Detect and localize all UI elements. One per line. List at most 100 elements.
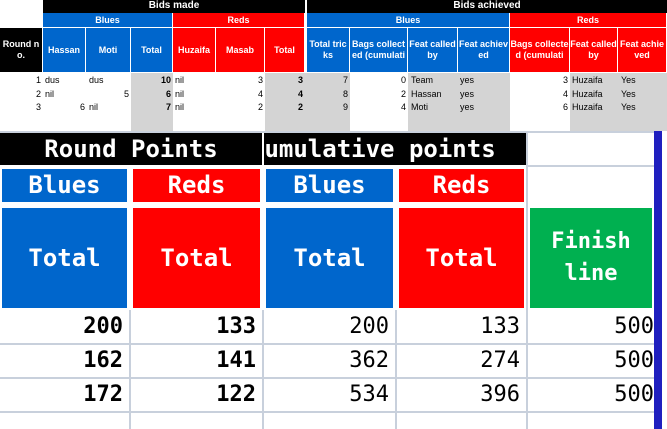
total-blue-header[interactable]: Total [131, 28, 173, 73]
huzaifa-header[interactable]: Huzaifa [173, 28, 216, 73]
achieved-blue-cell[interactable]: yes [460, 102, 475, 112]
rp-red-total-header[interactable]: Total [131, 206, 262, 310]
cp-red-score[interactable]: 396 [480, 382, 520, 407]
finish-score[interactable]: 500 [614, 382, 654, 407]
tricks-cell[interactable]: 7 [342, 75, 348, 85]
round-cell[interactable]: 1 [35, 75, 41, 85]
bags-blue-cell[interactable]: 2 [400, 89, 406, 99]
bags-red-cell[interactable]: 6 [562, 102, 568, 112]
bags-red-cell[interactable]: 4 [562, 89, 568, 99]
achieved-red-cell[interactable]: Yes [621, 75, 636, 85]
bids-achieved-header[interactable]: Bids achieved [307, 0, 667, 13]
total-red-cell[interactable]: 3 [297, 75, 303, 85]
cp-red-score[interactable]: 133 [480, 314, 520, 339]
achieved-red-cell[interactable]: Yes [621, 102, 636, 112]
cp-blue-score[interactable]: 534 [349, 382, 389, 407]
blues-achieved-header[interactable]: Blues [307, 13, 510, 28]
bids-made-header[interactable]: Bids made [43, 0, 305, 13]
finish-line-header[interactable]: Finish line [528, 206, 654, 310]
masab-cell[interactable]: 2 [257, 102, 263, 112]
rp-red-score[interactable]: 141 [216, 348, 256, 373]
cp-blue-score[interactable]: 362 [349, 348, 389, 373]
cp-red-total-header[interactable]: Total [397, 206, 526, 310]
rp-blues-header[interactable]: Blues [0, 167, 129, 204]
moti-cell[interactable]: nil [89, 102, 99, 112]
masab-cell[interactable]: 3 [257, 75, 263, 85]
rp-blue-score[interactable]: 200 [83, 314, 123, 339]
cp-red-score[interactable]: 274 [480, 348, 520, 373]
round-cell[interactable]: 3 [35, 102, 41, 112]
moti-cell[interactable]: dus [89, 75, 104, 85]
huzaifa-cell[interactable]: nil [175, 102, 185, 112]
feat-called-blue-header[interactable]: Feat called by [408, 28, 458, 73]
rp-red-score[interactable]: 122 [216, 382, 256, 407]
total-blue-cell[interactable]: 7 [165, 102, 171, 112]
gridline [395, 310, 397, 429]
blues-made-header[interactable]: Blues [43, 13, 173, 28]
bags-blue-cell[interactable]: 0 [400, 75, 406, 85]
total-blue-cell[interactable]: 10 [160, 75, 171, 85]
huzaifa-cell[interactable]: nil [175, 75, 185, 85]
gridline [0, 411, 654, 413]
cp-blue-total-header[interactable]: Total [264, 206, 395, 310]
achieved-blue-cell[interactable]: yes [460, 89, 475, 99]
grey-band-red-total [265, 73, 307, 131]
finish-score[interactable]: 500 [614, 348, 654, 373]
round-points-title[interactable]: Round Points [0, 133, 262, 165]
called-blue-cell[interactable]: Moti [411, 102, 429, 112]
right-edge-bar [654, 131, 662, 429]
reds-made-header[interactable]: Reds [173, 13, 305, 28]
called-red-cell[interactable]: Huzaifa [572, 75, 603, 85]
called-blue-cell[interactable]: Team [411, 75, 434, 85]
rp-blue-total-header[interactable]: Total [0, 206, 129, 310]
achieved-blue-cell[interactable]: yes [460, 75, 475, 85]
called-red-cell[interactable]: Huzaifa [572, 89, 603, 99]
grey-band-tricks [307, 73, 350, 131]
moti-cell[interactable]: 5 [123, 89, 129, 99]
bags-blue-cell[interactable]: 4 [400, 102, 406, 112]
finish-line-label: Finish line [551, 229, 631, 286]
cumulative-points-title[interactable]: Cumulative points [264, 133, 526, 165]
bags-red-cell[interactable]: 3 [562, 75, 568, 85]
rp-reds-header[interactable]: Reds [131, 167, 262, 204]
reds-achieved-header[interactable]: Reds [510, 13, 667, 28]
total-red-cell[interactable]: 2 [297, 102, 303, 112]
called-red-cell[interactable]: Huzaifa [572, 102, 603, 112]
huzaifa-cell[interactable]: nil [175, 89, 185, 99]
gridline [0, 377, 654, 379]
finish-score[interactable]: 500 [614, 314, 654, 339]
total-blue-cell[interactable]: 6 [165, 89, 171, 99]
grey-band-blue-total [131, 73, 173, 131]
total-tricks-header[interactable]: Total tricks [307, 28, 350, 73]
hassan-header[interactable]: Hassan [43, 28, 86, 73]
tricks-cell[interactable]: 8 [342, 89, 348, 99]
called-blue-cell[interactable]: Hassan [411, 89, 442, 99]
total-red-cell[interactable]: 4 [297, 89, 303, 99]
masab-header[interactable]: Masab [216, 28, 265, 73]
gridline [0, 131, 654, 133]
feat-achieved-blue-header[interactable]: Feat achieved [458, 28, 510, 73]
hassan-cell[interactable]: dus [45, 75, 60, 85]
cp-blue-score[interactable]: 200 [349, 314, 389, 339]
total-red-header[interactable]: Total [265, 28, 305, 73]
feat-achieved-red-header[interactable]: Feat achieved [618, 28, 667, 73]
round-no-header[interactable]: Round no. [0, 28, 43, 73]
grey-band-feat-blue [408, 73, 510, 131]
feat-called-red-header[interactable]: Feat called by [570, 28, 618, 73]
bids-table: Bids made Bids achieved Blues Reds Blues… [0, 0, 667, 132]
cp-reds-header[interactable]: Reds [397, 167, 526, 204]
gridline [526, 131, 528, 429]
rp-blue-score[interactable]: 162 [83, 348, 123, 373]
hassan-cell[interactable]: nil [45, 89, 55, 99]
bags-blue-header[interactable]: Bags collected (cumulati [350, 28, 408, 73]
bags-red-header[interactable]: Bags collected (cumulati [510, 28, 570, 73]
tricks-cell[interactable]: 9 [342, 102, 348, 112]
moti-header[interactable]: Moti [86, 28, 131, 73]
hassan-cell[interactable]: 6 [79, 102, 85, 112]
cp-blues-header[interactable]: Blues [264, 167, 395, 204]
achieved-red-cell[interactable]: Yes [621, 89, 636, 99]
round-cell[interactable]: 2 [35, 89, 41, 99]
masab-cell[interactable]: 4 [257, 89, 263, 99]
rp-red-score[interactable]: 133 [216, 314, 256, 339]
rp-blue-score[interactable]: 172 [83, 382, 123, 407]
